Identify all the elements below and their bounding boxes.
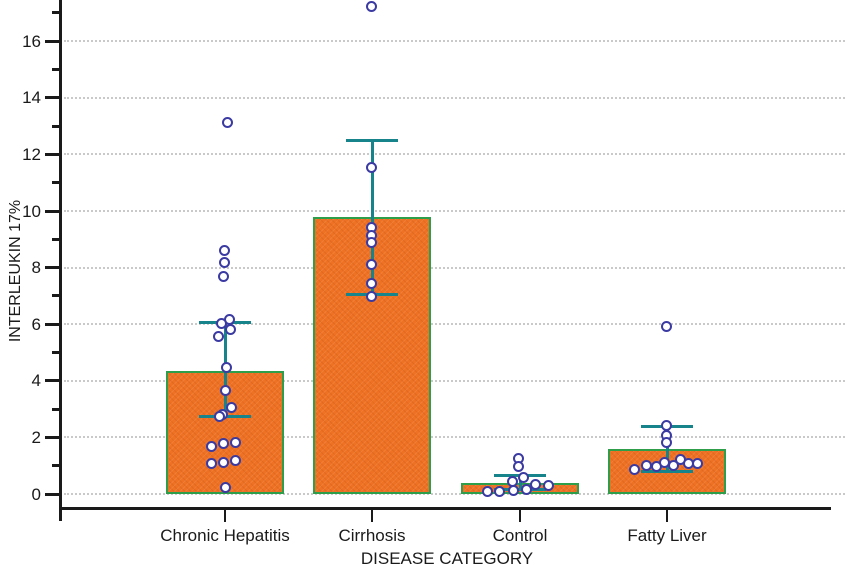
gridline bbox=[64, 379, 845, 382]
data-point bbox=[365, 162, 377, 174]
y-tick-minor bbox=[52, 181, 60, 185]
y-tick-label: 6 bbox=[31, 314, 41, 334]
error-bar-stem bbox=[518, 475, 522, 490]
y-tick-minor bbox=[52, 68, 60, 71]
data-point bbox=[365, 278, 377, 290]
data-point bbox=[691, 458, 703, 470]
x-tick bbox=[666, 510, 668, 522]
data-point bbox=[217, 271, 229, 283]
data-point bbox=[542, 479, 554, 491]
gridline bbox=[64, 96, 845, 99]
x-axis-title: DISEASE CATEGORY bbox=[360, 549, 534, 568]
y-tick-minor bbox=[52, 124, 60, 128]
y-tick-major bbox=[45, 152, 60, 156]
gridline bbox=[64, 210, 845, 212]
data-point bbox=[221, 117, 233, 129]
data-point bbox=[660, 320, 672, 332]
gridline bbox=[64, 493, 845, 495]
data-point bbox=[219, 482, 231, 494]
y-axis-line bbox=[59, 0, 62, 521]
y-tick-label: 12 bbox=[22, 144, 41, 164]
data-point bbox=[517, 472, 529, 484]
y-tick-major bbox=[45, 209, 60, 213]
y-tick-major bbox=[45, 435, 60, 439]
y-tick-minor bbox=[52, 464, 60, 468]
data-point bbox=[481, 485, 493, 497]
data-point bbox=[512, 461, 524, 472]
x-tick bbox=[224, 510, 226, 522]
data-point bbox=[205, 458, 217, 470]
y-tick-minor bbox=[52, 351, 60, 354]
data-point bbox=[217, 438, 229, 450]
x-axis-line bbox=[59, 507, 831, 510]
data-point bbox=[217, 456, 229, 468]
y-tick-minor bbox=[52, 11, 60, 15]
y-axis-title: INTERLEUKIN 17% bbox=[7, 199, 24, 343]
gridline bbox=[64, 266, 845, 269]
data-point bbox=[365, 258, 377, 270]
data-point bbox=[628, 463, 640, 475]
data-point bbox=[507, 485, 519, 497]
data-point bbox=[365, 1, 377, 13]
y-tick-minor bbox=[52, 407, 60, 411]
y-tick-major bbox=[45, 322, 60, 326]
data-point bbox=[660, 436, 672, 448]
gridline bbox=[64, 40, 845, 43]
error-bar-cap-bottom bbox=[494, 488, 546, 492]
gridline bbox=[64, 323, 845, 326]
data-point bbox=[205, 441, 217, 453]
category-label: Fatty Liver bbox=[627, 526, 707, 545]
error-bar-stem bbox=[370, 140, 374, 295]
y-tick-label: 2 bbox=[31, 427, 41, 447]
data-point bbox=[229, 455, 241, 467]
y-tick-major bbox=[45, 266, 60, 270]
y-tick-minor bbox=[52, 294, 60, 298]
error-bar-cap-top bbox=[346, 138, 398, 142]
x-tick bbox=[371, 510, 373, 522]
y-tick-major bbox=[45, 39, 60, 43]
data-point bbox=[225, 401, 237, 413]
y-tick-major bbox=[45, 379, 60, 383]
data-point bbox=[219, 384, 231, 396]
x-tick bbox=[519, 510, 521, 522]
error-bar-cap-bottom bbox=[641, 469, 693, 473]
error-bar-stem bbox=[665, 426, 669, 472]
data-point bbox=[529, 479, 541, 491]
y-tick-label: 4 bbox=[31, 371, 41, 391]
y-tick-label: 16 bbox=[22, 31, 41, 51]
category-label: Chronic Hepatitis bbox=[160, 526, 290, 545]
y-tick-label: 10 bbox=[22, 201, 41, 221]
data-point bbox=[229, 436, 241, 448]
gridline bbox=[64, 436, 845, 439]
data-point bbox=[218, 257, 230, 269]
data-point bbox=[365, 237, 377, 249]
y-tick-label: 14 bbox=[22, 88, 41, 108]
y-tick-label: 8 bbox=[31, 258, 41, 278]
data-point bbox=[213, 411, 225, 423]
data-point bbox=[220, 361, 232, 373]
data-point bbox=[212, 330, 224, 342]
y-tick-label: 0 bbox=[31, 484, 41, 504]
data-point bbox=[215, 318, 227, 330]
data-point bbox=[218, 244, 230, 256]
gridline bbox=[64, 153, 845, 156]
category-label: Control bbox=[492, 526, 548, 545]
y-tick-major bbox=[45, 96, 60, 100]
data-point bbox=[365, 291, 377, 303]
data-point bbox=[520, 483, 532, 495]
category-label: Cirrhosis bbox=[338, 526, 406, 545]
data-point bbox=[493, 486, 505, 498]
y-tick-minor bbox=[52, 237, 60, 241]
data-point bbox=[667, 459, 679, 471]
data-point bbox=[224, 323, 236, 335]
y-tick-major bbox=[45, 492, 60, 496]
